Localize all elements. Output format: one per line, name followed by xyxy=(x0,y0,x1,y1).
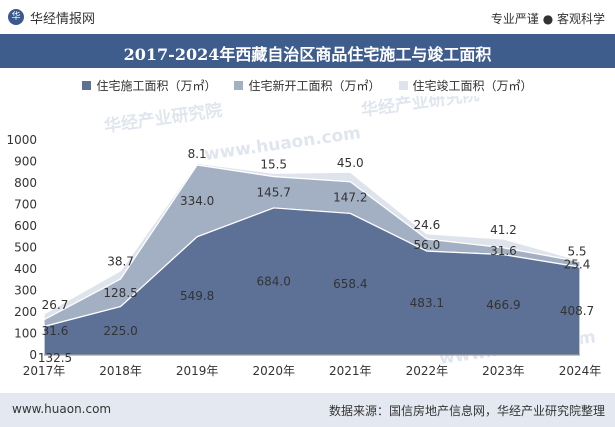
data-label-new-start: 145.7 xyxy=(257,185,291,199)
x-tick-label: 2019年 xyxy=(176,364,219,378)
legend-item-new-start: 住宅新开工面积（万㎡） xyxy=(234,74,381,96)
data-label-construction: 549.8 xyxy=(180,289,214,303)
watermark-text: 华经产业研究院 xyxy=(103,100,224,137)
data-label-construction: 466.9 xyxy=(486,298,520,312)
data-label-completion: 15.5 xyxy=(260,157,287,171)
y-tick-label: 900 xyxy=(14,155,37,169)
legend-label-new-start: 住宅新开工面积（万㎡） xyxy=(248,78,381,93)
legend-label-construction: 住宅施工面积（万㎡） xyxy=(96,78,217,93)
y-tick-label: 600 xyxy=(14,219,37,233)
data-label-new-start: 147.2 xyxy=(333,191,367,205)
stacked-area-chart: 华经产业研究院www.huaon.com华经产业研究院www.huaon.com… xyxy=(6,96,602,378)
y-tick-label: 800 xyxy=(14,176,37,190)
tagline: 专业严谨 ● 客观科学 xyxy=(490,12,605,26)
y-tick-label: 200 xyxy=(14,305,37,319)
legend-swatch-construction xyxy=(82,80,92,90)
brand-name: 华经情报网 xyxy=(30,11,96,27)
data-label-new-start: 31.6 xyxy=(490,244,517,258)
y-tick-label: 400 xyxy=(14,262,37,276)
data-label-completion: 26.7 xyxy=(42,298,69,312)
data-label-completion: 38.7 xyxy=(107,255,134,269)
watermark-text: 华经产业研究院 xyxy=(360,96,481,121)
x-tick-label: 2022年 xyxy=(406,364,449,378)
footer-source: 数据来源：国信房地产信息网，华经产业研究院整理 xyxy=(328,404,605,418)
data-label-construction: 408.7 xyxy=(560,304,594,318)
y-tick-label: 300 xyxy=(14,284,37,298)
chart-title: 2017-2024年西藏自治区商品住宅施工与竣工面积 xyxy=(123,45,492,64)
data-label-new-start: 56.0 xyxy=(413,238,440,252)
data-label-new-start: 334.0 xyxy=(180,194,214,208)
data-label-completion: 8.1 xyxy=(188,147,207,161)
data-label-completion: 41.2 xyxy=(490,223,517,237)
data-label-completion: 5.5 xyxy=(567,244,586,258)
legend-label-completion: 住宅竣工面积（万㎡） xyxy=(412,78,533,93)
logo-icon: 华 xyxy=(8,9,24,25)
x-tick-label: 2023年 xyxy=(482,364,525,378)
data-label-construction: 658.4 xyxy=(333,277,367,291)
y-tick-label: 0 xyxy=(29,348,37,362)
footer-site: www.huaon.com xyxy=(12,402,112,416)
legend-item-construction: 住宅施工面积（万㎡） xyxy=(82,74,216,96)
legend-item-completion: 住宅竣工面积（万㎡） xyxy=(398,74,533,96)
data-label-new-start: 128.5 xyxy=(103,286,137,300)
data-label-construction: 483.1 xyxy=(410,296,444,310)
legend: 住宅施工面积（万㎡） 住宅新开工面积（万㎡） 住宅竣工面积（万㎡） xyxy=(0,74,615,96)
data-label-completion: 45.0 xyxy=(337,156,364,170)
data-label-completion: 24.6 xyxy=(413,218,440,232)
data-label-new-start: 31.6 xyxy=(42,324,69,338)
legend-swatch-completion xyxy=(398,80,408,90)
x-tick-label: 2018年 xyxy=(99,364,142,378)
y-tick-label: 500 xyxy=(14,241,37,255)
legend-swatch-new-start xyxy=(234,80,244,90)
x-tick-label: 2017年 xyxy=(23,364,66,378)
data-label-new-start: 25.4 xyxy=(564,257,591,271)
x-tick-label: 2021年 xyxy=(329,364,372,378)
y-tick-label: 700 xyxy=(14,198,37,212)
x-tick-label: 2020年 xyxy=(252,364,295,378)
top-bar: 华 华经情报网 专业严谨 ● 客观科学 xyxy=(0,0,615,34)
brand: 华 华经情报网 xyxy=(8,8,96,27)
footer: www.huaon.com 数据来源：国信房地产信息网，华经产业研究院整理 xyxy=(0,393,615,427)
y-tick-label: 100 xyxy=(14,327,37,341)
y-tick-label: 1000 xyxy=(6,133,37,147)
data-label-construction: 225.0 xyxy=(103,324,137,338)
data-label-construction: 132.5 xyxy=(38,351,72,365)
x-tick-label: 2024年 xyxy=(559,364,602,378)
data-label-construction: 684.0 xyxy=(257,274,291,288)
title-bar: 2017-2024年西藏自治区商品住宅施工与竣工面积 xyxy=(0,34,615,68)
